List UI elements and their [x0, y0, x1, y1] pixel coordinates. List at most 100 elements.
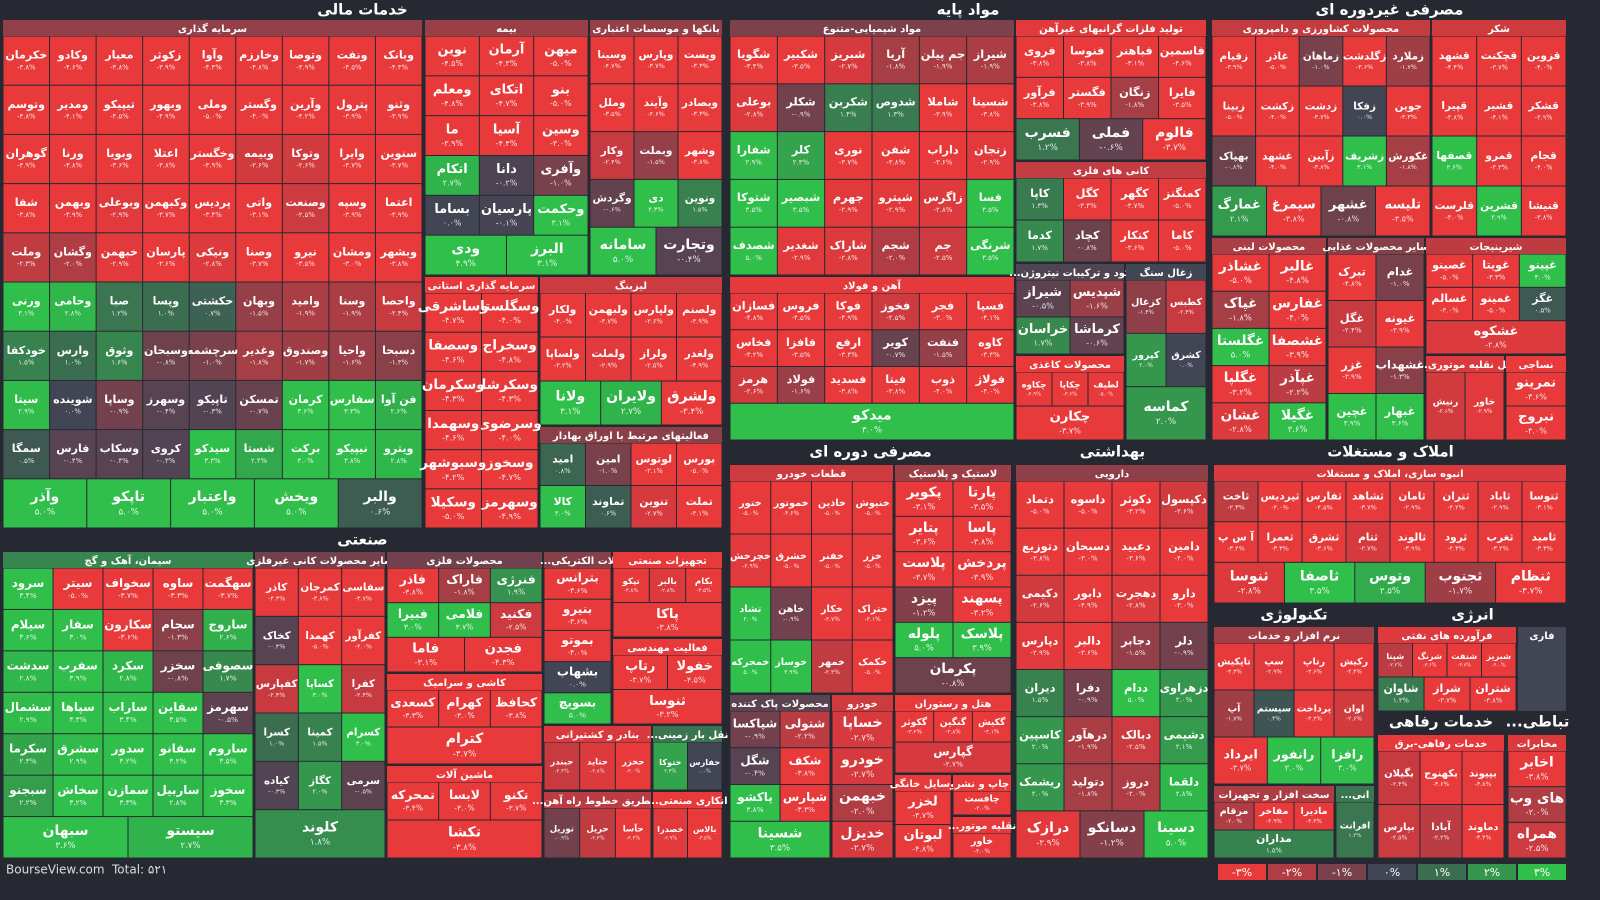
group-title: ...انی — [1341, 790, 1370, 801]
stock-change: -۳.۱% — [984, 730, 1000, 736]
stock-tile — [1016, 481, 1064, 528]
group-title: زغال سنگ — [1140, 267, 1193, 279]
stock-symbol: وسگلستا — [480, 298, 539, 315]
stock-change: -۲.۲% — [1433, 834, 1450, 841]
group-header — [1378, 735, 1504, 751]
stock-tile — [934, 711, 972, 742]
stock-symbol: کترام — [446, 731, 484, 747]
stock-tile — [634, 84, 678, 132]
stock-symbol: ثجنوب — [1438, 568, 1482, 584]
stock-change: -۲.۵% — [934, 254, 953, 262]
stock-symbol: ویترو — [383, 442, 413, 455]
stock-tile — [254, 479, 338, 528]
stock-tile — [1159, 36, 1206, 77]
stock-tile — [967, 132, 1014, 179]
stock-change: -۱.۵% — [934, 351, 953, 359]
stock-tile — [387, 568, 439, 603]
group-title: قطعات خودرو — [776, 469, 847, 480]
stock-tile — [1328, 347, 1376, 393]
stock-symbol: خکمک — [858, 657, 887, 668]
stock-change: ۰.۷% — [204, 309, 221, 317]
stock-change: -۴.۴% — [496, 139, 518, 148]
stock-change: ۳.۰% — [1285, 764, 1304, 773]
group-title: ...نقل بار زمینی — [647, 730, 729, 741]
stock-change: -۳.۷% — [506, 803, 527, 812]
stock-symbol: وبیمه — [244, 147, 274, 160]
stock-symbol: سشمال — [5, 700, 52, 714]
sector-title: مصرفی دوره ای — [809, 443, 931, 461]
site-name: BourseView.com — [6, 863, 105, 877]
stock-change: -۲.۴% — [389, 309, 408, 317]
stock-change: -۴.۹% — [499, 511, 522, 521]
stock-symbol: بترانس — [556, 571, 598, 585]
stock-change: -۳.۶% — [110, 162, 129, 170]
group-header — [613, 552, 722, 568]
stock-symbol: کمنگنز — [1163, 186, 1201, 200]
stock-tile — [825, 36, 872, 84]
stock-tile — [613, 603, 722, 637]
stock-symbol: ویخش — [274, 489, 318, 505]
stock-symbol: بکهنوج — [1424, 768, 1458, 779]
stock-change: -۱.۸% — [250, 358, 269, 366]
stock-symbol: چکارن — [1050, 410, 1091, 425]
stock-change: -۴.۰% — [1492, 662, 1506, 668]
stock-symbol: جم پیلن — [921, 48, 966, 61]
stock-change: -۲.۶% — [1346, 717, 1362, 723]
stock-tile — [852, 587, 893, 640]
stock-change: ۳.۱% — [18, 309, 35, 317]
stock-tile — [143, 282, 189, 331]
stock-symbol: خودرو — [840, 752, 884, 768]
stock-tile — [872, 179, 919, 227]
legend-label: ۱% — [1434, 866, 1450, 879]
stock-symbol: سدور — [111, 742, 145, 757]
stock-change: ۳.۹% — [69, 674, 86, 683]
stock-symbol: وکار — [600, 145, 624, 157]
stock-change: ۳.۲% — [69, 798, 86, 807]
stock-symbol: پکویر — [905, 485, 941, 501]
stock-symbol: فالوم — [1155, 125, 1194, 141]
stock-tile — [143, 184, 189, 233]
stock-symbol: غکورش — [1388, 150, 1428, 162]
stock-tile — [282, 282, 329, 331]
stock-symbol: وسکرشا — [482, 377, 538, 393]
stock-change: -۴.۵% — [1315, 504, 1333, 512]
stock-tile — [1519, 287, 1566, 321]
stock-symbol: سدشت — [7, 659, 50, 673]
stock-change: -۱.۸% — [1078, 789, 1097, 798]
stock-change: -۲.۷% — [1359, 544, 1377, 552]
stock-change: -۴.۸% — [441, 99, 463, 108]
stock-symbol: فجدن — [485, 642, 522, 657]
stock-tile — [1267, 186, 1321, 236]
stock-tile — [1160, 670, 1208, 717]
stock-tile — [96, 233, 143, 282]
stock-tile — [852, 640, 893, 693]
stock-symbol: وساپا — [104, 393, 134, 406]
stock-tile — [1432, 36, 1477, 86]
stock-change: -۳.۲% — [907, 730, 923, 736]
stock-symbol: اخابر — [1519, 755, 1553, 771]
stock-tile — [1376, 301, 1424, 347]
stock-symbol: پاکا — [656, 607, 679, 622]
stock-change: ۱.۹% — [507, 588, 525, 597]
stock-tile — [282, 233, 329, 282]
group-title: چاپ و نشر — [954, 779, 1009, 790]
stock-tile — [329, 36, 375, 85]
stock-tile — [50, 184, 96, 233]
stock-symbol: اعتما — [385, 196, 413, 209]
stock-change: -۳.۷% — [1519, 587, 1542, 597]
group-header — [387, 552, 542, 568]
stock-change: -۴.۲% — [442, 472, 465, 482]
stock-tile — [771, 587, 811, 640]
stock-tile — [143, 36, 189, 85]
stock-symbol: بپارس — [1383, 822, 1414, 833]
stock-symbol: وغدیر — [242, 344, 275, 357]
stock-symbol: دانا — [496, 162, 517, 177]
stock-change: -۰.۵% — [355, 788, 372, 796]
stock-change: -۲.۸% — [1229, 424, 1252, 434]
stock-symbol: غگز — [1531, 291, 1553, 305]
stock-change: -۳.۷% — [343, 162, 362, 170]
stock-change: -۴.۷% — [603, 62, 621, 70]
group-title: فرآورده های نفتی — [1401, 629, 1492, 642]
stock-change: -۲.۹% — [1491, 504, 1509, 512]
stock-symbol: غچین — [1337, 404, 1368, 418]
